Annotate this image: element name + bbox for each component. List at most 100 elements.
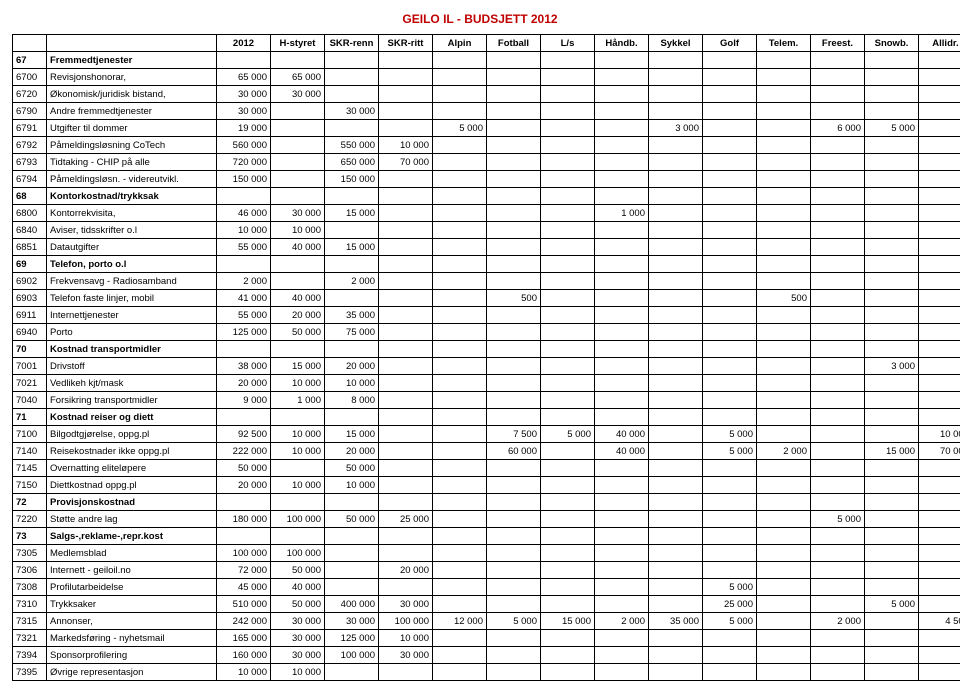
cell-value — [433, 426, 487, 443]
cell-value — [811, 324, 865, 341]
cell-value — [865, 494, 919, 511]
cell-value: 40 000 — [271, 290, 325, 307]
cell-value — [487, 324, 541, 341]
cell-value — [811, 290, 865, 307]
cell-value — [379, 120, 433, 137]
cell-value: 1 000 — [595, 205, 649, 222]
cell-value — [487, 647, 541, 664]
row-code: 73 — [13, 528, 47, 545]
cell-value — [433, 137, 487, 154]
table-row: 6911Internettjenester55 00020 00035 000 — [13, 307, 960, 324]
cell-value — [649, 579, 703, 596]
column-header: Fotball — [487, 35, 541, 52]
cell-value — [541, 647, 595, 664]
cell-value — [919, 120, 960, 137]
cell-value — [541, 290, 595, 307]
cell-value — [865, 426, 919, 443]
cell-value — [541, 239, 595, 256]
cell-value: 30 000 — [325, 613, 379, 630]
cell-value — [919, 239, 960, 256]
row-description: Telefon, porto o.l — [47, 256, 217, 273]
cell-value — [487, 392, 541, 409]
cell-value — [379, 222, 433, 239]
cell-value — [649, 358, 703, 375]
cell-value — [649, 528, 703, 545]
cell-value — [433, 392, 487, 409]
cell-value — [541, 358, 595, 375]
cell-value: 20 000 — [217, 375, 271, 392]
cell-value: 5 000 — [865, 596, 919, 613]
cell-value — [325, 545, 379, 562]
cell-value — [595, 103, 649, 120]
cell-value — [379, 358, 433, 375]
table-row: 6720Økonomisk/juridisk bistand,30 00030 … — [13, 86, 960, 103]
cell-value: 15 000 — [325, 205, 379, 222]
cell-value — [811, 562, 865, 579]
cell-value — [541, 664, 595, 681]
cell-value: 55 000 — [217, 307, 271, 324]
cell-value — [757, 579, 811, 596]
cell-value — [595, 52, 649, 69]
cell-value — [325, 290, 379, 307]
cell-value — [703, 273, 757, 290]
cell-value — [433, 562, 487, 579]
row-description: Aviser, tidsskrifter o.l — [47, 222, 217, 239]
cell-value: 400 000 — [325, 596, 379, 613]
table-row: 71Kostnad reiser og diett — [13, 409, 960, 426]
cell-value — [649, 256, 703, 273]
row-code: 7140 — [13, 443, 47, 460]
cell-value — [919, 392, 960, 409]
cell-value — [433, 545, 487, 562]
cell-value — [865, 562, 919, 579]
cell-value — [541, 171, 595, 188]
row-description: Forsikring transportmidler — [47, 392, 217, 409]
cell-value — [919, 222, 960, 239]
cell-value — [649, 290, 703, 307]
cell-value — [271, 171, 325, 188]
cell-value — [325, 409, 379, 426]
cell-value: 100 000 — [325, 647, 379, 664]
table-row: 7150Diettkostnad oppg.pl20 00010 00010 0… — [13, 477, 960, 494]
row-description: Påmeldingsløsning CoTech — [47, 137, 217, 154]
table-row: 6791Utgifter til dommer19 0005 0003 0006… — [13, 120, 960, 137]
row-code: 67 — [13, 52, 47, 69]
row-description: Kostnad reiser og diett — [47, 409, 217, 426]
cell-value — [865, 239, 919, 256]
table-row: 70Kostnad transportmidler — [13, 341, 960, 358]
cell-value: 30 000 — [271, 86, 325, 103]
cell-value — [595, 307, 649, 324]
cell-value: 25 000 — [379, 511, 433, 528]
cell-value: 15 000 — [541, 613, 595, 630]
cell-value — [271, 460, 325, 477]
cell-value — [865, 630, 919, 647]
cell-value — [487, 205, 541, 222]
column-header: H-styret — [271, 35, 325, 52]
cell-value — [757, 239, 811, 256]
cell-value — [703, 358, 757, 375]
cell-value: 125 000 — [325, 630, 379, 647]
cell-value — [865, 256, 919, 273]
cell-value: 38 000 — [217, 358, 271, 375]
cell-value — [919, 375, 960, 392]
cell-value — [919, 307, 960, 324]
cell-value — [487, 171, 541, 188]
cell-value — [865, 545, 919, 562]
cell-value — [649, 307, 703, 324]
row-code: 72 — [13, 494, 47, 511]
cell-value — [595, 409, 649, 426]
row-code: 7145 — [13, 460, 47, 477]
cell-value — [271, 103, 325, 120]
cell-value: 15 000 — [325, 239, 379, 256]
cell-value — [649, 426, 703, 443]
cell-value — [757, 426, 811, 443]
cell-value — [217, 188, 271, 205]
cell-value — [595, 171, 649, 188]
cell-value — [865, 52, 919, 69]
cell-value — [541, 596, 595, 613]
cell-value — [703, 477, 757, 494]
table-row: 6851Datautgifter55 00040 00015 000 — [13, 239, 960, 256]
cell-value — [865, 290, 919, 307]
cell-value — [595, 647, 649, 664]
cell-value: 15 000 — [325, 426, 379, 443]
cell-value — [433, 528, 487, 545]
